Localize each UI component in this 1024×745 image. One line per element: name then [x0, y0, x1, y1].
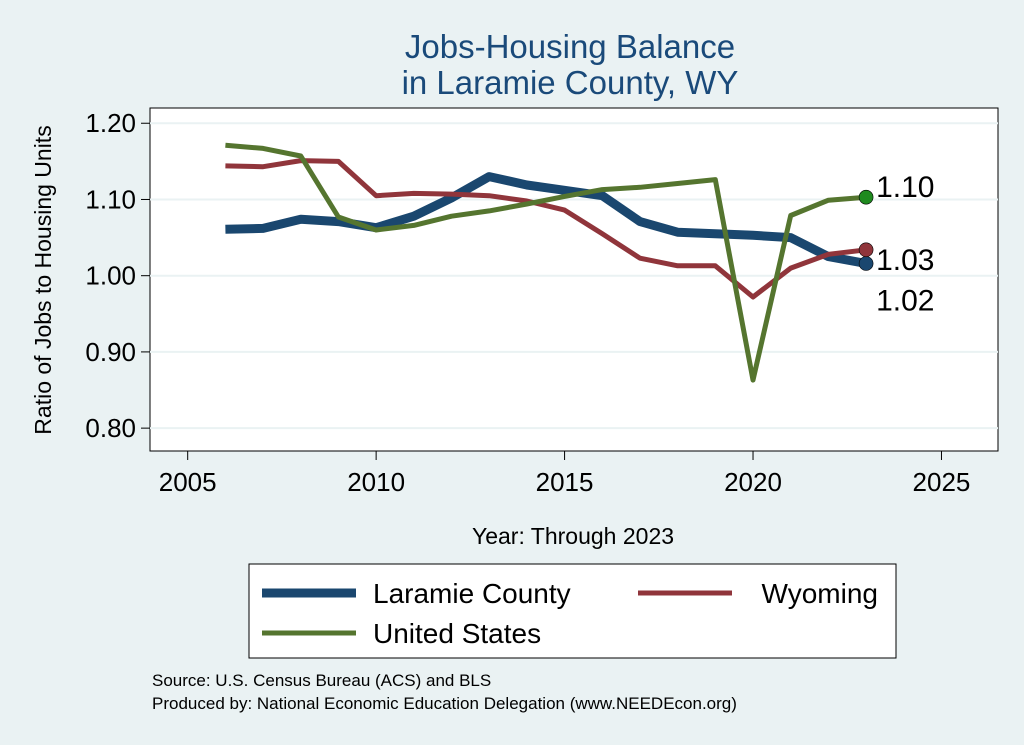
- end-labels: 1.02 1.03 1.10: [858, 171, 934, 317]
- chart-title-line2: in Laramie County, WY: [402, 64, 739, 101]
- chart-title-line1: Jobs-Housing Balance: [405, 28, 735, 65]
- y-tick-label: 0.90: [85, 337, 136, 367]
- x-tick-label: 2005: [159, 467, 217, 497]
- axes: 0.80 0.90 1.00 1.10 1.20 2005 2010 2015 2020 2025: [85, 108, 970, 497]
- series-line-laramie-county: [225, 172, 867, 268]
- end-value-label: 1.02: [876, 284, 934, 317]
- series-line-united-states: [225, 142, 867, 383]
- y-tick-label: 0.80: [85, 413, 136, 443]
- end-value-label: 1.10: [876, 171, 934, 204]
- legend-label-wyoming: Wyoming: [762, 578, 878, 609]
- legend: Laramie County Wyoming United States: [248, 563, 897, 659]
- y-tick-label: 1.10: [85, 184, 136, 214]
- source-note: Source: U.S. Census Bureau (ACS) and BLS: [152, 671, 491, 690]
- x-tick-label: 2020: [724, 467, 782, 497]
- series-layer: [225, 142, 867, 383]
- legend-label-us: United States: [373, 618, 541, 649]
- end-marker-laramie-county: [858, 256, 874, 271]
- end-marker-united-states: [858, 189, 874, 205]
- y-axis-title: Ratio of Jobs to Housing Units: [30, 125, 56, 434]
- x-axis-title: Year: Through 2023: [472, 523, 674, 549]
- end-marker-wyoming: [858, 242, 874, 258]
- y-tick-label: 1.00: [85, 261, 136, 291]
- plot-area: [149, 107, 999, 452]
- end-value-label: 1.03: [876, 244, 934, 277]
- series-line-wyoming: [225, 158, 867, 300]
- x-tick-label: 2010: [347, 467, 405, 497]
- legend-box: [248, 563, 897, 659]
- x-tick-label: 2025: [913, 467, 971, 497]
- y-tick-label: 1.20: [85, 108, 136, 138]
- producer-note: Produced by: National Economic Education…: [152, 694, 737, 713]
- legend-label-laramie: Laramie County: [373, 578, 571, 609]
- x-tick-label: 2015: [536, 467, 594, 497]
